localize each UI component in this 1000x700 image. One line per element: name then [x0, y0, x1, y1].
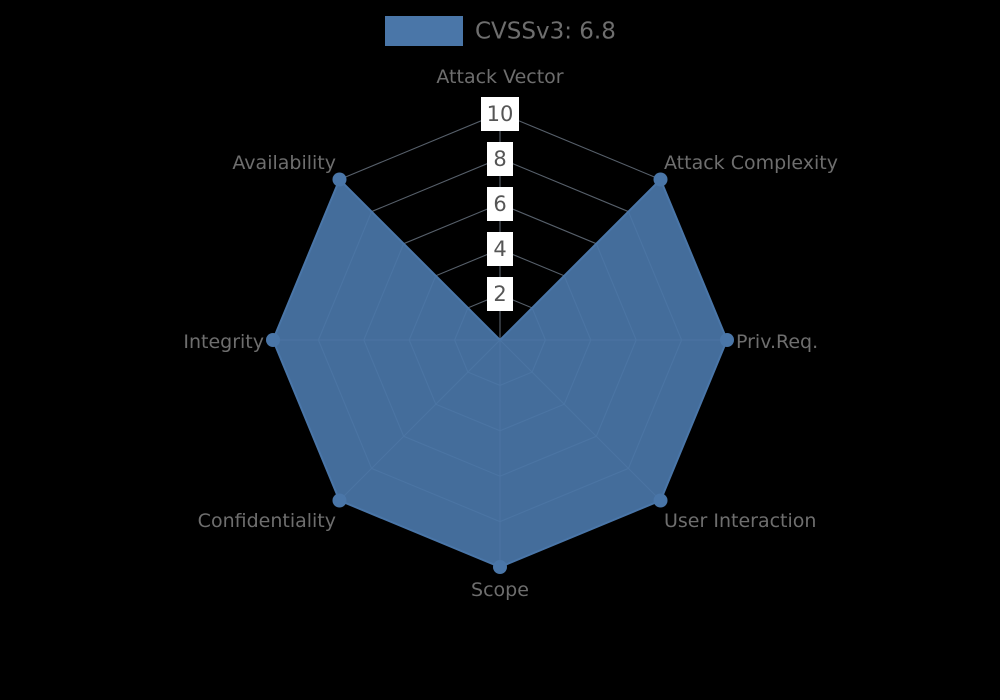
axis-labels: Attack Vector Attack Complexity Priv.Req…: [183, 66, 838, 601]
chart-legend: CVSSv3: 6.8: [385, 16, 616, 46]
data-point-5: [332, 493, 347, 508]
axis-label-user-interaction: User Interaction: [664, 510, 816, 532]
data-point-1: [653, 172, 668, 187]
axis-label-attack-complexity: Attack Complexity: [664, 152, 838, 174]
data-point-7: [332, 172, 347, 187]
series-markers: [266, 172, 734, 574]
axis-label-availability: Availability: [232, 152, 336, 174]
tick-background-10: [481, 97, 519, 131]
legend-label: CVSSv3: 6.8: [475, 19, 616, 45]
data-point-3: [653, 493, 668, 508]
data-point-6: [266, 333, 280, 347]
tick-background-2: [487, 277, 513, 311]
radial-tick-labels: 10 8 6 4 2: [481, 97, 519, 311]
axis-label-integrity: Integrity: [183, 331, 264, 353]
data-point-4: [493, 560, 507, 574]
axis-label-confidentiality: Confidentiality: [198, 510, 336, 532]
radial-tick-4: 4: [493, 237, 506, 261]
tick-background-6: [487, 187, 513, 221]
axis-label-attack-vector: Attack Vector: [436, 66, 563, 88]
legend-color-swatch: [385, 16, 463, 46]
tick-background-8: [487, 142, 513, 176]
tick-background-4: [487, 232, 513, 266]
radial-tick-8: 8: [493, 147, 506, 171]
data-point-2: [720, 333, 734, 347]
radial-tick-6: 6: [493, 192, 506, 216]
radial-tick-2: 2: [493, 282, 506, 306]
axis-label-scope: Scope: [471, 579, 529, 601]
axis-label-priv-req: Priv.Req.: [736, 331, 818, 353]
radial-tick-10: 10: [487, 102, 514, 126]
